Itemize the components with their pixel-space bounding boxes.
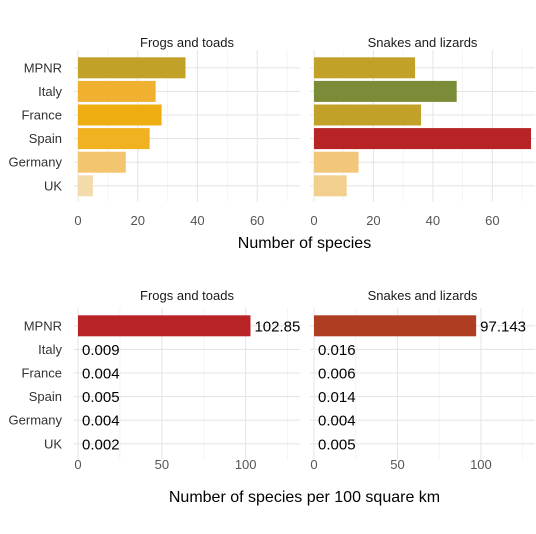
bar-germany	[78, 151, 126, 173]
category-label-germany: Germany	[9, 413, 63, 428]
category-label-uk: UK	[44, 178, 62, 193]
category-label-spain: Spain	[29, 131, 62, 146]
bar-germany	[314, 151, 359, 173]
x-tick-label: 50	[155, 457, 169, 472]
bar-spain	[78, 128, 150, 150]
panel-0-1: 0 20 40 60 Snakes and lizards	[310, 35, 535, 228]
x-tick-label: 0	[310, 457, 317, 472]
category-label-france: France	[22, 366, 62, 381]
bar-uk	[78, 175, 93, 197]
bar-mpnr	[78, 57, 186, 79]
panel-0-0: 0 20 40 60 Frogs and toads	[74, 35, 300, 228]
data-label-italy: 0.009	[82, 342, 120, 359]
x-tick-label: 20	[130, 213, 144, 228]
x-tick-label: 40	[426, 213, 440, 228]
category-label-mpnr: MPNR	[24, 60, 62, 75]
facet-title: Snakes and lizards	[368, 288, 478, 303]
data-label-mpnr: 97.143	[480, 318, 526, 335]
x-tick-label: 20	[366, 213, 380, 228]
x-tick-label: 100	[470, 457, 492, 472]
bar-mpnr	[314, 57, 416, 79]
facet-title: Frogs and toads	[140, 288, 234, 303]
data-label-germany: 0.004	[318, 413, 356, 430]
bar-france	[314, 104, 422, 126]
bars-group	[78, 315, 251, 455]
bars-group	[78, 57, 186, 197]
category-label-uk: UK	[44, 436, 62, 451]
bar-spain	[314, 128, 531, 150]
bar-france	[78, 104, 162, 126]
data-label-spain: 0.014	[318, 389, 356, 406]
bars-group	[314, 315, 477, 455]
data-label-mpnr: 102.857	[254, 318, 308, 335]
data-label-italy: 0.016	[318, 342, 356, 359]
x-axis-title: Number of species	[238, 235, 371, 252]
data-label-france: 0.006	[318, 366, 356, 383]
x-tick-label: 60	[250, 213, 264, 228]
facet-title: Snakes and lizards	[368, 35, 478, 50]
x-tick-label: 100	[235, 457, 257, 472]
category-label-mpnr: MPNR	[24, 318, 62, 333]
bar-uk	[314, 175, 347, 197]
x-tick-label: 0	[74, 457, 81, 472]
category-label-spain: Spain	[29, 389, 62, 404]
category-label-france: France	[22, 108, 62, 123]
bars-group	[314, 57, 531, 197]
data-label-spain: 0.005	[82, 389, 120, 406]
category-label-italy: Italy	[38, 84, 62, 99]
bar-italy	[314, 80, 457, 102]
data-label-uk: 0.005	[318, 436, 356, 453]
data-label-uk: 0.002	[82, 436, 120, 453]
x-tick-label: 50	[390, 457, 404, 472]
facet-title: Frogs and toads	[140, 35, 234, 50]
bar-mpnr	[314, 315, 477, 337]
panel-1-0: 0 50 100 Frogs and toads 102.857 0.009 0.004 0.…	[74, 288, 308, 472]
category-label-italy: Italy	[38, 342, 62, 357]
data-label-germany: 0.004	[82, 413, 120, 430]
x-axis-title: Number of species per 100 square km	[169, 489, 440, 506]
bar-mpnr	[78, 315, 251, 337]
category-label-germany: Germany	[9, 155, 63, 170]
x-tick-label: 40	[190, 213, 204, 228]
x-tick-label: 0	[74, 213, 81, 228]
x-tick-label: 0	[310, 213, 317, 228]
x-tick-label: 60	[485, 213, 499, 228]
bar-italy	[78, 80, 156, 102]
data-label-france: 0.004	[82, 366, 120, 383]
